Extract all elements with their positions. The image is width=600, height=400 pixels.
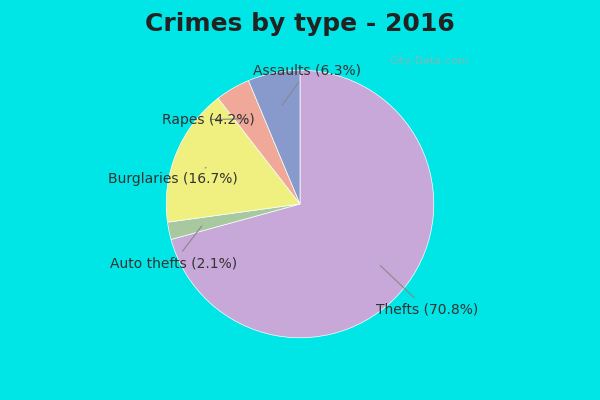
- Wedge shape: [167, 204, 300, 240]
- Wedge shape: [248, 70, 300, 204]
- Text: Burglaries (16.7%): Burglaries (16.7%): [109, 168, 238, 186]
- Text: Auto thefts (2.1%): Auto thefts (2.1%): [110, 226, 237, 270]
- Text: Crimes by type - 2016: Crimes by type - 2016: [145, 12, 455, 36]
- Text: Assaults (6.3%): Assaults (6.3%): [253, 63, 361, 105]
- Text: Rapes (4.2%): Rapes (4.2%): [162, 112, 255, 126]
- Wedge shape: [166, 98, 300, 222]
- Wedge shape: [218, 80, 300, 204]
- Text: City-Data.com: City-Data.com: [389, 56, 469, 66]
- Text: Thefts (70.8%): Thefts (70.8%): [376, 266, 478, 317]
- Wedge shape: [171, 70, 434, 338]
